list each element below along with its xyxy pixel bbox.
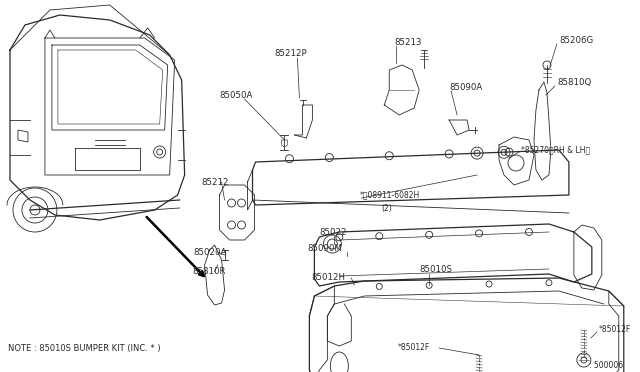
Text: 85810Q: 85810Q (557, 77, 591, 87)
Text: NOTE : 85010S BUMPER KIT (INC. * ): NOTE : 85010S BUMPER KIT (INC. * ) (8, 343, 161, 353)
Text: 85022: 85022 (319, 228, 347, 237)
Text: 85213: 85213 (394, 38, 422, 46)
Text: 85206G: 85206G (559, 35, 593, 45)
Text: 85810R: 85810R (193, 267, 226, 276)
Text: 85020A: 85020A (194, 247, 227, 257)
Text: 85010S: 85010S (419, 266, 452, 275)
Text: 85212P: 85212P (275, 48, 307, 58)
Text: *ⓝ08911-6082H: *ⓝ08911-6082H (359, 190, 420, 199)
Text: 85090M: 85090M (307, 244, 342, 253)
Text: *85012F: *85012F (599, 326, 631, 334)
Text: *85270（RH & LH）: *85270（RH & LH） (521, 145, 590, 154)
Text: 85012H: 85012H (312, 273, 346, 282)
Text: (2): (2) (381, 203, 392, 212)
Text: 85212: 85212 (202, 177, 229, 186)
Text: *85012F: *85012F (397, 343, 429, 353)
Text: 85050A: 85050A (220, 90, 253, 99)
Text: : 500006: : 500006 (589, 360, 623, 369)
Text: 85090A: 85090A (449, 83, 483, 92)
